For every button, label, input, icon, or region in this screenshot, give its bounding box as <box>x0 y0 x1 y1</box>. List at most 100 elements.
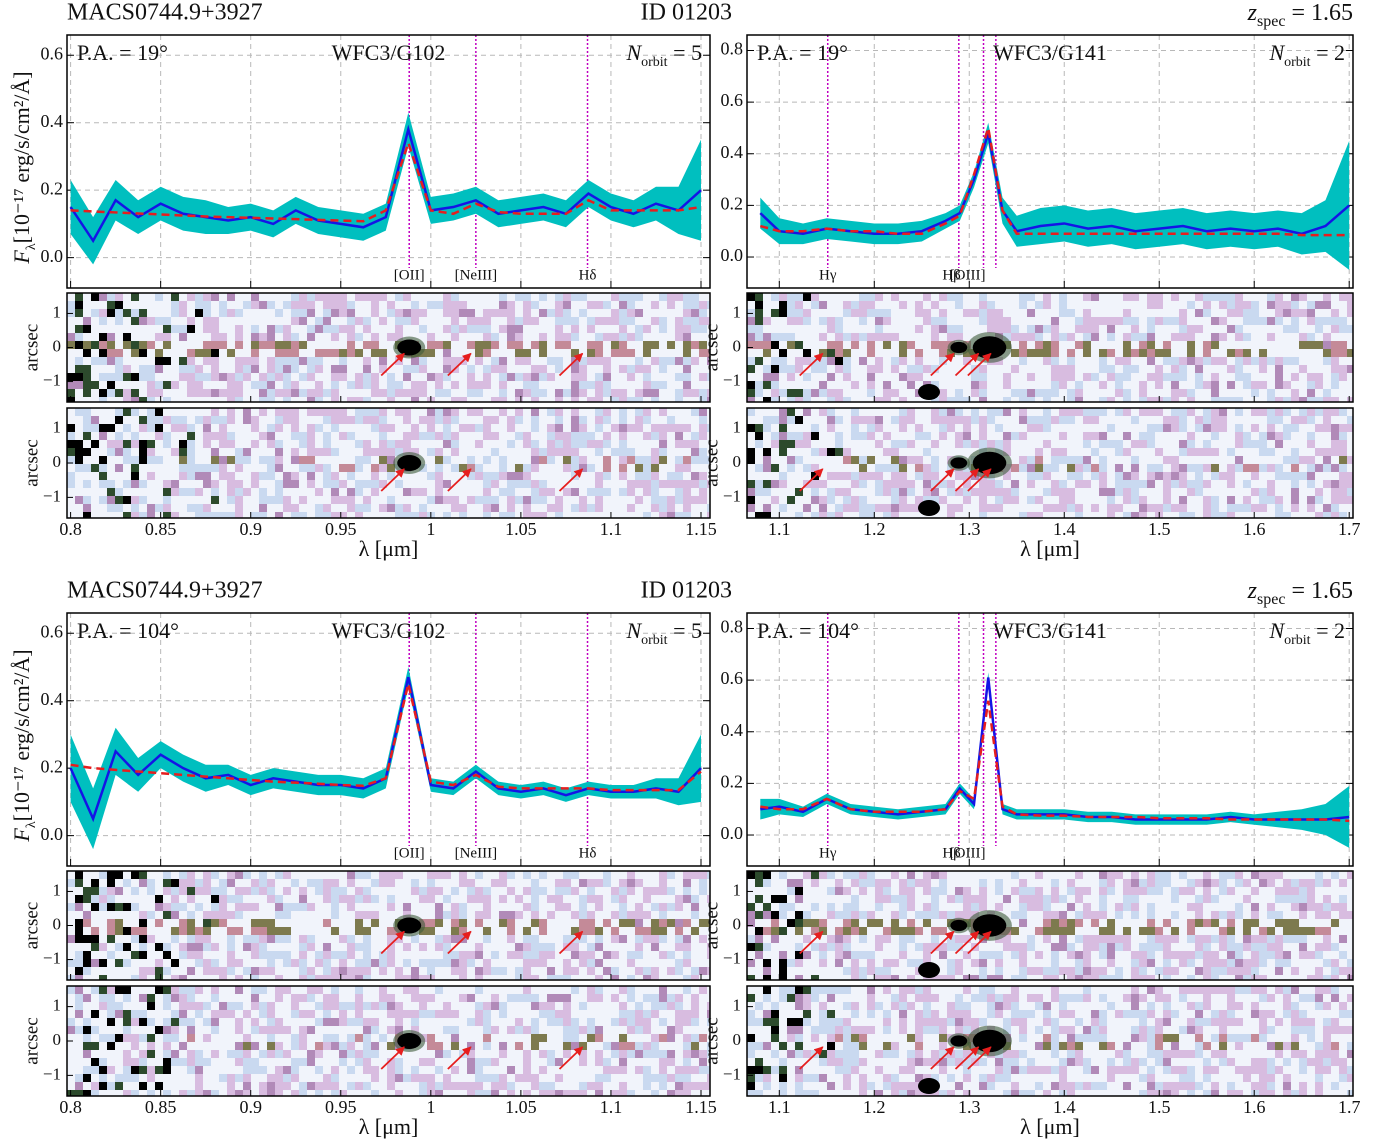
image-pixel <box>963 1010 971 1018</box>
image-pixel <box>107 496 115 504</box>
image-pixel <box>947 416 955 424</box>
image-pixel <box>171 325 179 333</box>
image-pixel <box>515 293 523 301</box>
image-pixel <box>755 381 763 389</box>
image-pixel <box>1147 301 1155 309</box>
image-pixel <box>1259 959 1267 967</box>
image-pixel <box>1219 424 1227 432</box>
image-pixel <box>859 871 867 879</box>
image-pixel <box>1267 951 1275 959</box>
image-pixel <box>307 309 315 317</box>
image-pixel <box>1339 488 1347 496</box>
y-axis-label: Fλ[10⁻¹⁷ erg/s/cm²/Å] <box>9 71 39 264</box>
image-pixel <box>579 959 587 967</box>
image-pixel <box>659 887 667 895</box>
image-pixel <box>1147 903 1155 911</box>
image-pixel <box>475 871 483 879</box>
image-pixel <box>1011 943 1019 951</box>
image-pixel <box>147 935 155 943</box>
image-pixel <box>491 480 499 488</box>
image-pixel <box>1035 472 1043 480</box>
image-pixel <box>699 416 707 424</box>
image-pixel <box>803 1090 811 1096</box>
image-pixel <box>307 1082 315 1090</box>
image-pixel <box>267 1002 275 1010</box>
image-pixel <box>499 389 507 397</box>
image-pixel <box>771 895 779 903</box>
image-pixel <box>1283 895 1291 903</box>
image-pixel <box>747 975 755 980</box>
image-pixel <box>355 416 363 424</box>
image-pixel <box>179 301 187 309</box>
image-pixel <box>1067 357 1075 365</box>
image-pixel <box>1027 903 1035 911</box>
image-pixel <box>907 927 915 935</box>
image-pixel <box>395 1010 403 1018</box>
image-pixel <box>1083 887 1091 895</box>
image-pixel <box>531 408 539 416</box>
image-pixel <box>227 416 235 424</box>
image-pixel <box>1259 488 1267 496</box>
image-pixel <box>1099 967 1107 975</box>
image-pixel <box>1067 967 1075 975</box>
image-pixel <box>547 424 555 432</box>
image-pixel <box>779 432 787 440</box>
image-pixel <box>1203 416 1211 424</box>
image-pixel <box>579 895 587 903</box>
image-pixel <box>747 1050 755 1058</box>
image-pixel <box>1163 951 1171 959</box>
image-pixel <box>475 496 483 504</box>
image-pixel <box>187 911 195 919</box>
image-pixel <box>787 333 795 341</box>
image-pixel <box>475 341 483 349</box>
image-pixel <box>267 935 275 943</box>
image-pixel <box>371 389 379 397</box>
image-pixel <box>603 365 611 373</box>
image-pixel <box>1043 504 1051 512</box>
image-pixel <box>475 975 483 980</box>
image-pixel <box>779 1058 787 1066</box>
image-pixel <box>667 504 675 512</box>
image-pixel <box>515 317 523 325</box>
image-pixel <box>435 480 443 488</box>
image-pixel <box>235 1018 243 1026</box>
image-pixel <box>587 381 595 389</box>
image-pixel <box>1251 935 1259 943</box>
image-pixel <box>867 456 875 464</box>
image-pixel <box>395 317 403 325</box>
image-pixel <box>1235 903 1243 911</box>
image-pixel <box>1243 919 1251 927</box>
image-pixel <box>1259 951 1267 959</box>
image-pixel <box>1275 919 1283 927</box>
image-pixel <box>1259 975 1267 980</box>
image-pixel <box>755 317 763 325</box>
image-pixel <box>587 911 595 919</box>
image-pixel <box>1323 448 1331 456</box>
image-pixel <box>1155 365 1163 373</box>
image-pixel <box>1171 464 1179 472</box>
image-pixel <box>1291 373 1299 381</box>
image-pixel <box>931 975 939 980</box>
image-pixel <box>779 986 787 994</box>
image-pixel <box>763 1082 771 1090</box>
image-pixel <box>435 943 443 951</box>
image-pixel <box>83 325 91 333</box>
image-pixel <box>507 488 515 496</box>
image-pixel <box>379 456 387 464</box>
image-pixel <box>259 488 267 496</box>
image-pixel <box>203 512 211 518</box>
image-pixel <box>1243 440 1251 448</box>
image-pixel <box>627 448 635 456</box>
emission-blob <box>972 336 1007 359</box>
image-pixel <box>1123 317 1131 325</box>
image-pixel <box>355 959 363 967</box>
image-pixel <box>1235 504 1243 512</box>
image-pixel <box>187 994 195 1002</box>
image-pixel <box>1163 919 1171 927</box>
image-pixel <box>499 1042 507 1050</box>
image-pixel <box>563 967 571 975</box>
image-pixel <box>891 333 899 341</box>
image-pixel <box>243 448 251 456</box>
image-pixel <box>587 927 595 935</box>
image-pixel <box>1091 293 1099 301</box>
